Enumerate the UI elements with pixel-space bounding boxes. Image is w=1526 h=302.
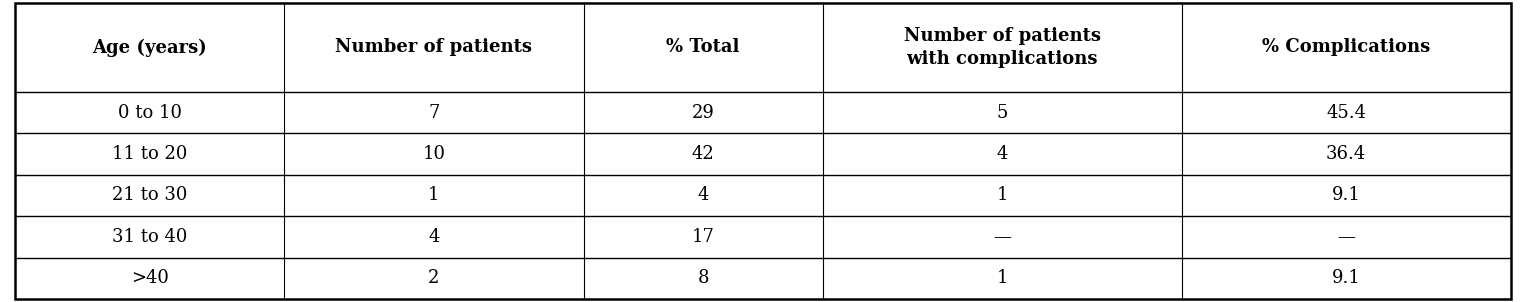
Text: % Total: % Total xyxy=(667,38,740,56)
Text: 31 to 40: 31 to 40 xyxy=(113,228,188,246)
Text: 1: 1 xyxy=(996,269,1009,287)
Text: 45.4: 45.4 xyxy=(1326,104,1366,121)
Text: >40: >40 xyxy=(131,269,169,287)
Text: 0 to 10: 0 to 10 xyxy=(118,104,182,121)
Text: 7: 7 xyxy=(429,104,439,121)
Text: 9.1: 9.1 xyxy=(1332,269,1361,287)
Text: Number of patients: Number of patients xyxy=(336,38,533,56)
Text: 2: 2 xyxy=(429,269,439,287)
Text: % Complications: % Complications xyxy=(1262,38,1430,56)
Text: —: — xyxy=(993,228,1012,246)
Text: 9.1: 9.1 xyxy=(1332,186,1361,204)
Text: —: — xyxy=(1337,228,1355,246)
Text: 4: 4 xyxy=(429,228,439,246)
Text: 10: 10 xyxy=(423,145,446,163)
Text: 17: 17 xyxy=(691,228,714,246)
Text: 4: 4 xyxy=(697,186,710,204)
Text: 11 to 20: 11 to 20 xyxy=(113,145,188,163)
Text: 1: 1 xyxy=(429,186,439,204)
Text: 21 to 30: 21 to 30 xyxy=(113,186,188,204)
Text: 29: 29 xyxy=(691,104,714,121)
Text: 4: 4 xyxy=(996,145,1009,163)
Text: 5: 5 xyxy=(996,104,1009,121)
Text: Age (years): Age (years) xyxy=(93,38,208,56)
Text: Number of patients
with complications: Number of patients with complications xyxy=(903,27,1100,68)
Text: 1: 1 xyxy=(996,186,1009,204)
Text: 8: 8 xyxy=(697,269,710,287)
Text: 42: 42 xyxy=(691,145,714,163)
Text: 36.4: 36.4 xyxy=(1326,145,1366,163)
